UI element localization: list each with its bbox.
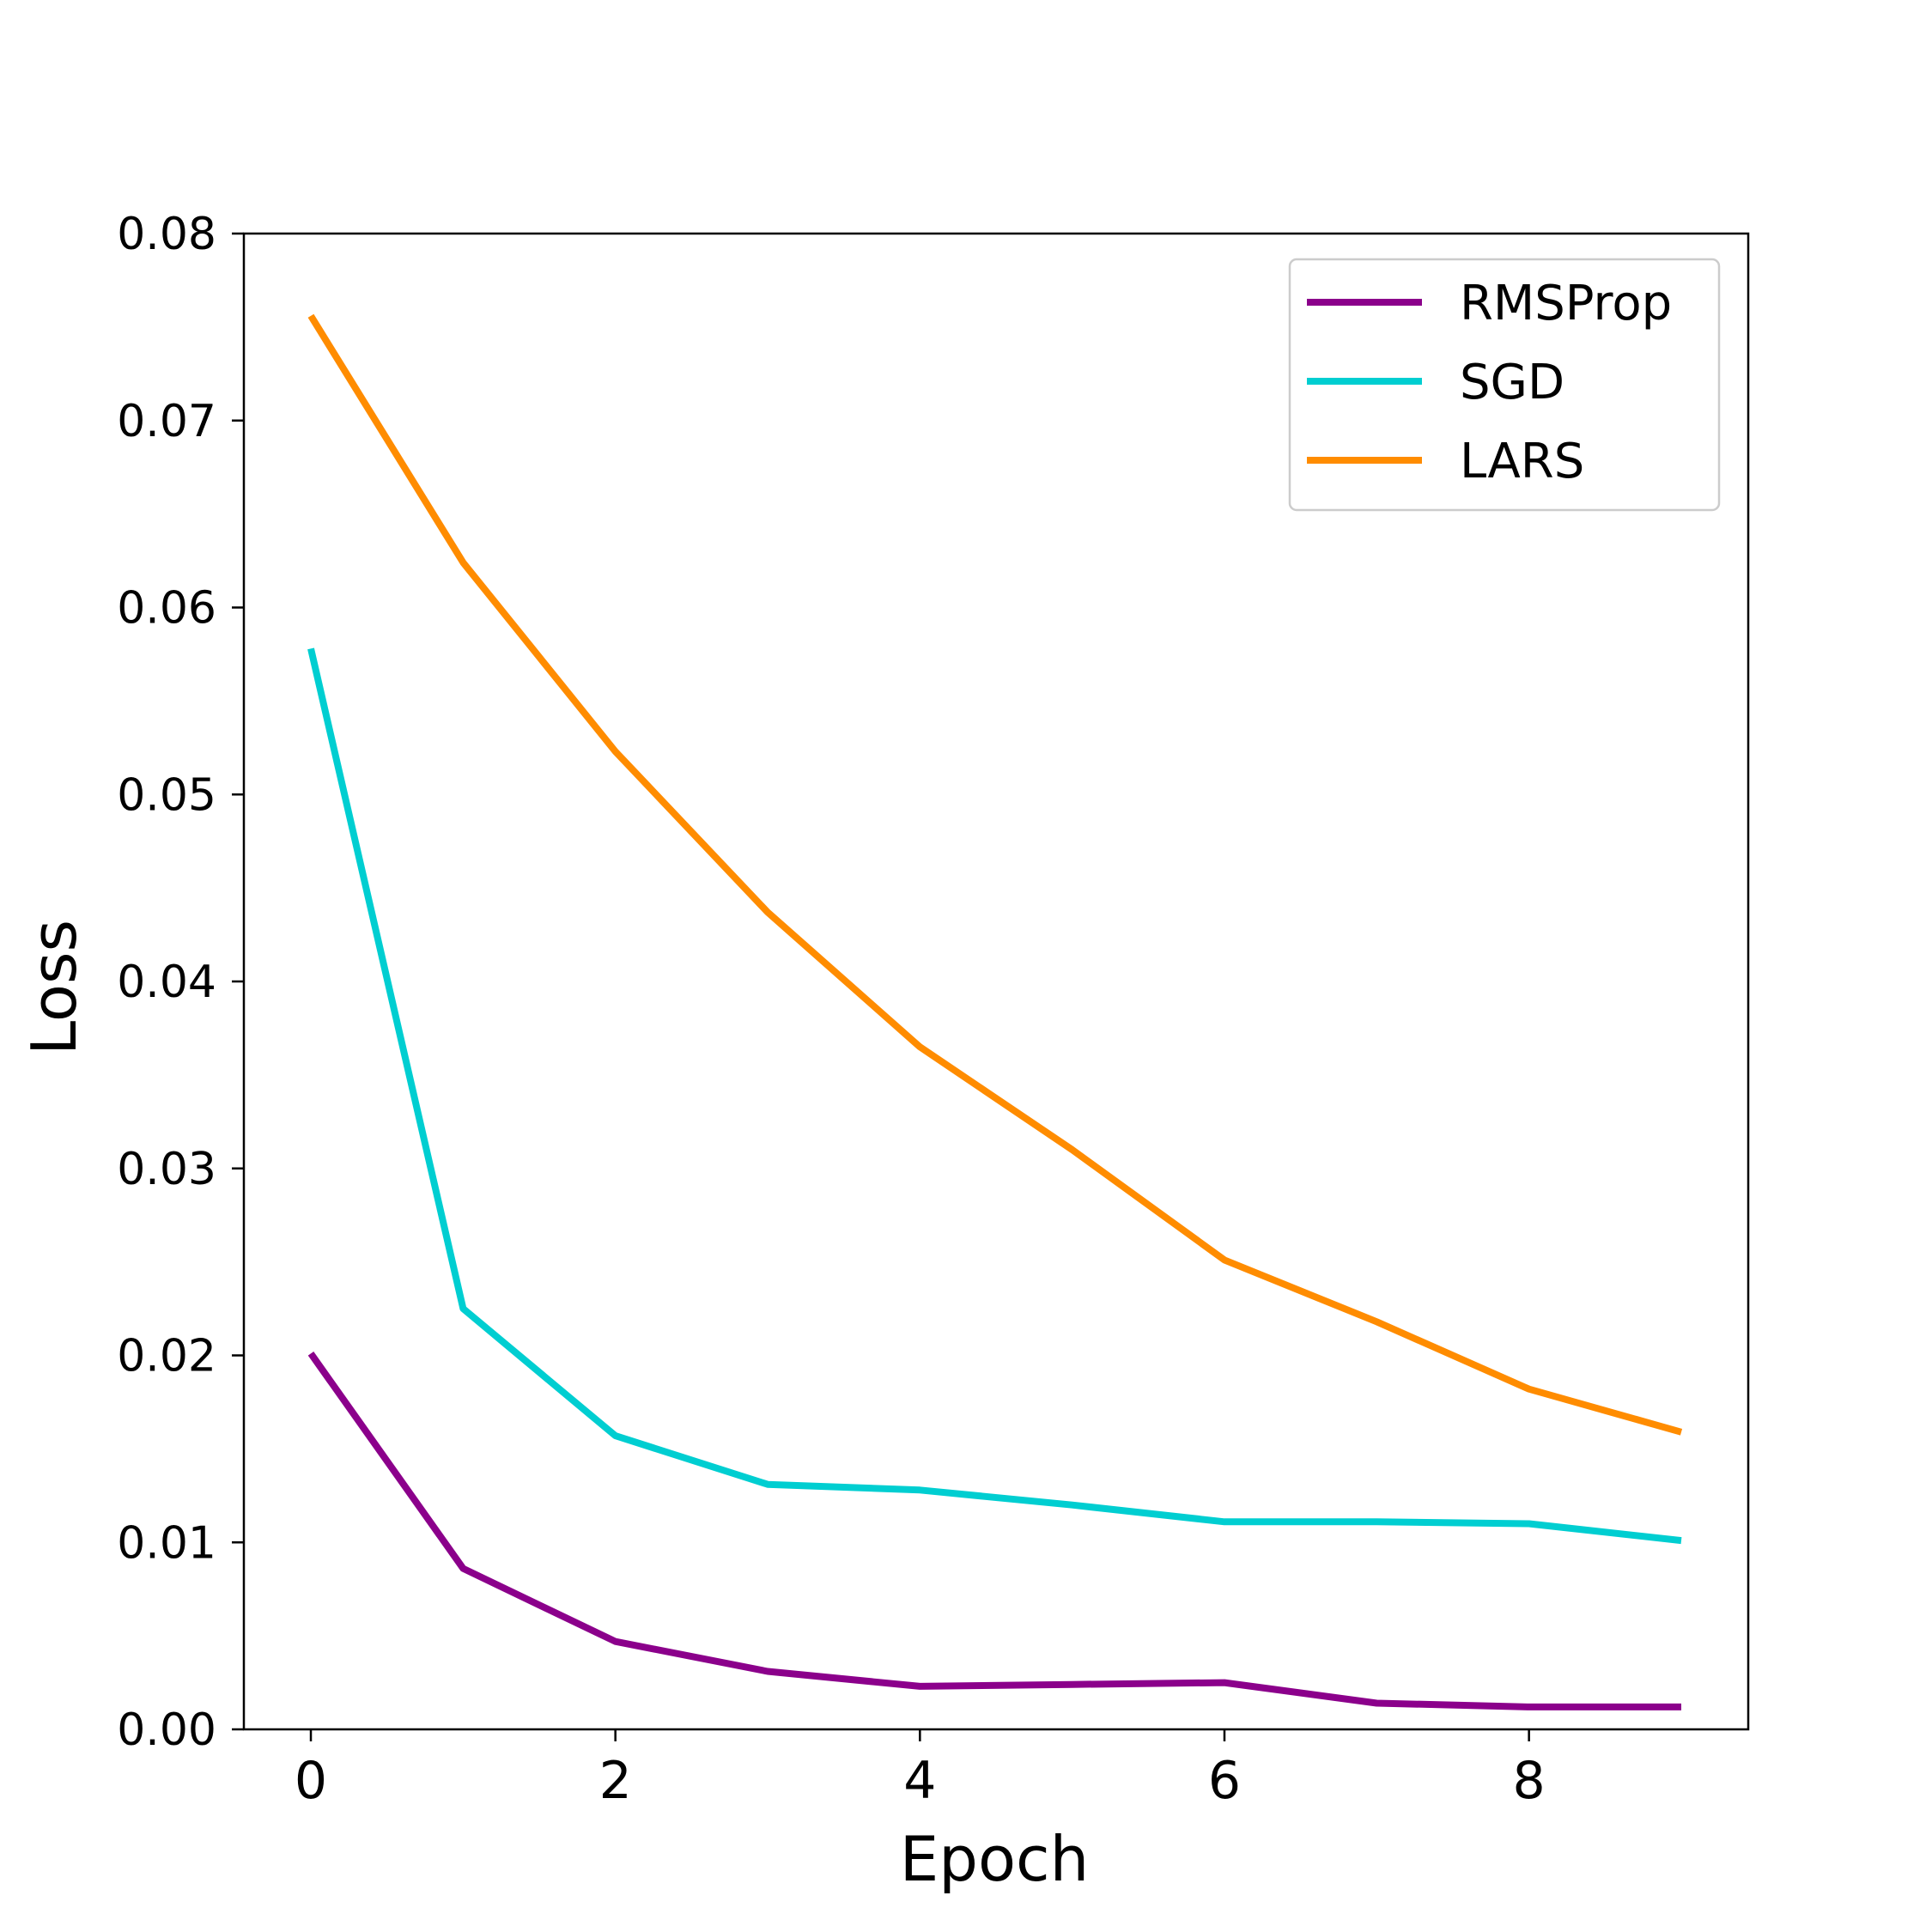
- y-tick-label: 0.06: [117, 583, 216, 635]
- y-tick-label: 0.01: [117, 1517, 216, 1569]
- legend-label-sgd: SGD: [1460, 355, 1564, 410]
- y-tick-label: 0.04: [117, 957, 216, 1008]
- x-tick-label: 8: [1513, 1751, 1546, 1811]
- x-axis-label: Epoch: [900, 1823, 1089, 1895]
- y-axis-label: Loss: [18, 920, 90, 1055]
- x-tick-label: 2: [599, 1751, 632, 1811]
- y-tick-label: 0.08: [117, 209, 216, 260]
- y-tick-label: 0.02: [117, 1331, 216, 1382]
- legend-label-lars: LARS: [1460, 434, 1584, 489]
- x-tick-label: 6: [1208, 1751, 1241, 1811]
- y-tick-label: 0.07: [117, 396, 216, 447]
- x-tick-label: 4: [903, 1751, 936, 1811]
- y-tick-label: 0.05: [117, 769, 216, 821]
- y-tick-label: 0.00: [117, 1704, 216, 1756]
- x-tick-label: 0: [295, 1751, 327, 1811]
- legend-label-rmsprop: RMSProp: [1460, 276, 1672, 331]
- legend: RMSProp SGD LARS: [1290, 259, 1719, 510]
- y-tick-label: 0.03: [117, 1144, 216, 1195]
